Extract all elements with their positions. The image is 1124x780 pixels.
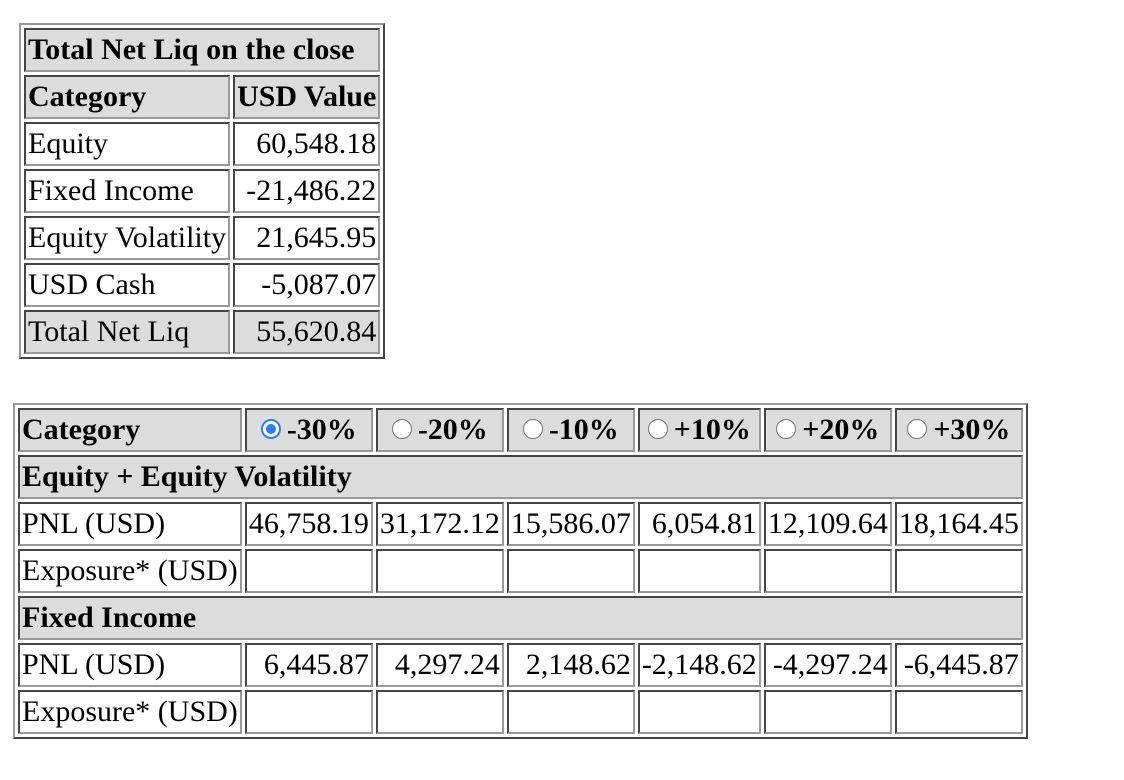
- pnl-label: PNL (USD): [18, 643, 242, 687]
- scenario-option-label: -10%: [548, 413, 619, 446]
- table-row: PNL (USD) 46,758.19 31,172.12 15,586.07 …: [18, 502, 1023, 546]
- pnl-cell: -6,445.87: [894, 643, 1023, 687]
- table-row: USD Cash -5,087.07: [24, 263, 381, 307]
- table-row-total: Total Net Liq 55,620.84: [24, 310, 381, 354]
- group-title: Equity + Equity Volatility: [18, 455, 1023, 499]
- pnl-cell: 6,054.81: [637, 502, 761, 546]
- pnl-cell: 12,109.64: [763, 502, 892, 546]
- exposure-label: Exposure* (USD): [18, 690, 242, 734]
- radio-button[interactable]: [907, 419, 928, 440]
- row-value: -5,087.07: [233, 263, 381, 307]
- scenario-pnl-table: Category -30% -20% -10% +10% +20% +30% E…: [13, 403, 1028, 739]
- pnl-cell: 6,445.87: [244, 643, 373, 687]
- scenario-option-label: +30%: [933, 413, 1011, 446]
- exposure-cell: [375, 549, 504, 593]
- radio-button[interactable]: [391, 419, 412, 440]
- radio-button[interactable]: [776, 419, 797, 440]
- exposure-cell: [244, 690, 373, 734]
- radio-button[interactable]: [260, 419, 281, 440]
- summary-col-category: Category: [24, 75, 231, 119]
- total-category: Total Net Liq: [24, 310, 231, 354]
- pnl-label: PNL (USD): [18, 502, 242, 546]
- exposure-cell: [506, 690, 635, 734]
- radio-button[interactable]: [647, 419, 668, 440]
- radio-button[interactable]: [522, 419, 543, 440]
- net-liq-summary-table: Total Net Liq on the close Category USD …: [19, 23, 386, 359]
- table-row: Equity Volatility 21,645.95: [24, 216, 381, 260]
- exposure-cell: [244, 549, 373, 593]
- scenario-option-label: +20%: [802, 413, 880, 446]
- scenario-header-row: Category -30% -20% -10% +10% +20% +30%: [18, 408, 1023, 452]
- summary-title: Total Net Liq on the close: [24, 28, 381, 72]
- row-value: -21,486.22: [233, 169, 381, 213]
- pnl-cell: 4,297.24: [375, 643, 504, 687]
- scenario-option-plus10[interactable]: +10%: [637, 408, 761, 452]
- table-row: Fixed Income -21,486.22: [24, 169, 381, 213]
- table-row: PNL (USD) 6,445.87 4,297.24 2,148.62 -2,…: [18, 643, 1023, 687]
- group-header-row: Fixed Income: [18, 596, 1023, 640]
- exposure-cell: [375, 690, 504, 734]
- exposure-cell: [506, 549, 635, 593]
- pnl-cell: -2,148.62: [637, 643, 761, 687]
- scenario-option-minus20[interactable]: -20%: [375, 408, 504, 452]
- row-category: Fixed Income: [24, 169, 231, 213]
- row-category: USD Cash: [24, 263, 231, 307]
- summary-col-value: USD Value: [233, 75, 381, 119]
- scenario-option-label: +10%: [673, 413, 751, 446]
- pnl-cell: 31,172.12: [375, 502, 504, 546]
- scenario-option-minus10[interactable]: -10%: [506, 408, 635, 452]
- exposure-cell: [894, 549, 1023, 593]
- pnl-cell: 15,586.07: [506, 502, 635, 546]
- exposure-cell: [763, 549, 892, 593]
- scenario-option-minus30[interactable]: -30%: [244, 408, 373, 452]
- exposure-label: Exposure* (USD): [18, 549, 242, 593]
- scenario-option-label: -20%: [417, 413, 488, 446]
- pnl-cell: 46,758.19: [244, 502, 373, 546]
- table-row: Exposure* (USD): [18, 690, 1023, 734]
- total-value: 55,620.84: [233, 310, 381, 354]
- scenario-col-category: Category: [18, 408, 242, 452]
- table-row: Exposure* (USD): [18, 549, 1023, 593]
- pnl-cell: -4,297.24: [763, 643, 892, 687]
- group-title: Fixed Income: [18, 596, 1023, 640]
- row-category: Equity: [24, 122, 231, 166]
- group-header-row: Equity + Equity Volatility: [18, 455, 1023, 499]
- exposure-cell: [637, 690, 761, 734]
- pnl-cell: 18,164.45: [894, 502, 1023, 546]
- scenario-option-plus20[interactable]: +20%: [763, 408, 892, 452]
- exposure-cell: [894, 690, 1023, 734]
- scenario-option-plus30[interactable]: +30%: [894, 408, 1023, 452]
- table-row: Equity 60,548.18: [24, 122, 381, 166]
- scenario-option-label: -30%: [286, 413, 357, 446]
- row-value: 60,548.18: [233, 122, 381, 166]
- exposure-cell: [763, 690, 892, 734]
- row-value: 21,645.95: [233, 216, 381, 260]
- exposure-cell: [637, 549, 761, 593]
- row-category: Equity Volatility: [24, 216, 231, 260]
- pnl-cell: 2,148.62: [506, 643, 635, 687]
